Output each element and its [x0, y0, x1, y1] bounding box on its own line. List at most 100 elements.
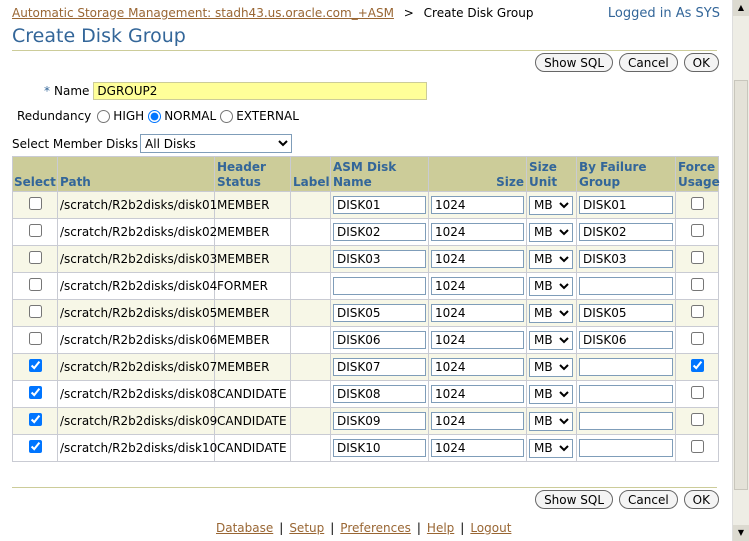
select-checkbox[interactable]: [28, 278, 42, 291]
size-input[interactable]: [431, 439, 524, 457]
select-checkbox[interactable]: [28, 305, 42, 318]
force-checkbox[interactable]: [690, 278, 704, 291]
select-checkbox[interactable]: [28, 359, 42, 372]
force-checkbox[interactable]: [690, 413, 704, 426]
unit-select[interactable]: MB: [529, 276, 573, 296]
size-input[interactable]: [431, 358, 524, 376]
footer-link[interactable]: Preferences: [340, 521, 411, 535]
size-input[interactable]: [431, 223, 524, 241]
select-checkbox[interactable]: [28, 224, 42, 237]
failure-group-input[interactable]: [579, 412, 673, 430]
failure-group-input-cell: [576, 299, 676, 327]
unit-select[interactable]: MB: [529, 195, 573, 215]
select-checkbox[interactable]: [28, 251, 42, 264]
size-input[interactable]: [431, 412, 524, 430]
column-header: Label: [290, 156, 331, 192]
force-checkbox[interactable]: [690, 224, 704, 237]
disk-name-input[interactable]: [333, 331, 426, 349]
scrollbar[interactable]: ▲ ▼: [732, 0, 749, 541]
disk-name-input[interactable]: [333, 196, 426, 214]
redundancy-radio[interactable]: [220, 109, 234, 123]
size-input-cell: [428, 245, 527, 273]
select-checkbox[interactable]: [28, 332, 42, 345]
scroll-thumb[interactable]: [734, 80, 748, 490]
force-checkbox[interactable]: [690, 440, 704, 453]
size-input[interactable]: [431, 196, 524, 214]
failure-group-input[interactable]: [579, 358, 673, 376]
unit-select[interactable]: MB: [529, 222, 573, 242]
disk-name-input[interactable]: [333, 250, 426, 268]
select-checkbox[interactable]: [28, 197, 42, 210]
footer-link[interactable]: Database: [216, 521, 274, 535]
failure-group-input[interactable]: [579, 250, 673, 268]
footer-separator: |: [416, 521, 421, 535]
header-status: MEMBER: [214, 353, 291, 381]
size-input-cell: [428, 299, 527, 327]
disk-name-input[interactable]: [333, 358, 426, 376]
force-checkbox[interactable]: [690, 305, 704, 318]
footer-link[interactable]: Help: [426, 521, 455, 535]
size-input[interactable]: [431, 385, 524, 403]
size-input[interactable]: [431, 331, 524, 349]
size-input[interactable]: [431, 277, 524, 295]
member-disks-select[interactable]: All Disks: [140, 134, 293, 153]
name-input[interactable]: [93, 82, 428, 100]
force-checkbox[interactable]: [690, 197, 704, 210]
disk-name-input[interactable]: [333, 412, 426, 430]
select-checkbox[interactable]: [28, 386, 42, 399]
redundancy-option[interactable]: EXTERNAL: [220, 109, 299, 123]
disk-name-input-cell: [330, 299, 429, 327]
failure-group-input-cell: [576, 407, 676, 435]
column-header: Header Status: [214, 156, 291, 192]
action-button[interactable]: Cancel: [619, 53, 678, 72]
redundancy-option[interactable]: HIGH: [97, 109, 144, 123]
force-checkbox[interactable]: [690, 251, 704, 264]
unit-select[interactable]: MB: [529, 357, 573, 377]
force-checkbox[interactable]: [690, 332, 704, 345]
disk-name-input[interactable]: [333, 439, 426, 457]
footer-link[interactable]: Setup: [289, 521, 325, 535]
unit-select[interactable]: MB: [529, 303, 573, 323]
failure-group-input[interactable]: [579, 196, 673, 214]
disk-name-input[interactable]: [333, 304, 426, 322]
disk-name-input[interactable]: [333, 385, 426, 403]
footer-link[interactable]: Logout: [470, 521, 512, 535]
failure-group-input[interactable]: [579, 223, 673, 241]
redundancy-radio[interactable]: [97, 109, 111, 123]
scroll-up[interactable]: ▲: [733, 0, 749, 16]
failure-group-input[interactable]: [579, 331, 673, 349]
size-input[interactable]: [431, 304, 524, 322]
header-status: MEMBER: [214, 191, 291, 219]
unit-select[interactable]: MB: [529, 249, 573, 269]
failure-group-input[interactable]: [579, 304, 673, 322]
disk-name-input[interactable]: [333, 277, 426, 295]
action-button[interactable]: Cancel: [619, 490, 678, 509]
unit-select[interactable]: MB: [529, 384, 573, 404]
redundancy-radio[interactable]: [148, 109, 162, 123]
size-input[interactable]: [431, 250, 524, 268]
unit-select[interactable]: MB: [529, 411, 573, 431]
scroll-down[interactable]: ▼: [733, 525, 749, 541]
failure-group-input[interactable]: [579, 277, 673, 295]
unit-select[interactable]: MB: [529, 330, 573, 350]
action-button[interactable]: Show SQL: [535, 53, 614, 72]
disk-name-input[interactable]: [333, 223, 426, 241]
failure-group-input[interactable]: [579, 385, 673, 403]
select-checkbox[interactable]: [28, 413, 42, 426]
redundancy-option[interactable]: NORMAL: [148, 109, 216, 123]
action-button[interactable]: OK: [683, 490, 719, 509]
force-checkbox[interactable]: [690, 386, 704, 399]
breadcrumb-current: Create Disk Group: [423, 6, 534, 20]
unit-select[interactable]: MB: [529, 438, 573, 458]
force-checkbox-cell: [675, 434, 719, 462]
failure-group-input[interactable]: [579, 439, 673, 457]
select-checkbox-cell: [12, 191, 58, 219]
breadcrumb-link[interactable]: Automatic Storage Management: stadh43.us…: [12, 6, 394, 20]
action-button[interactable]: OK: [683, 53, 719, 72]
action-button[interactable]: Show SQL: [535, 490, 614, 509]
column-header: Size: [428, 156, 527, 192]
force-checkbox[interactable]: [690, 359, 704, 372]
select-checkbox[interactable]: [28, 440, 42, 453]
